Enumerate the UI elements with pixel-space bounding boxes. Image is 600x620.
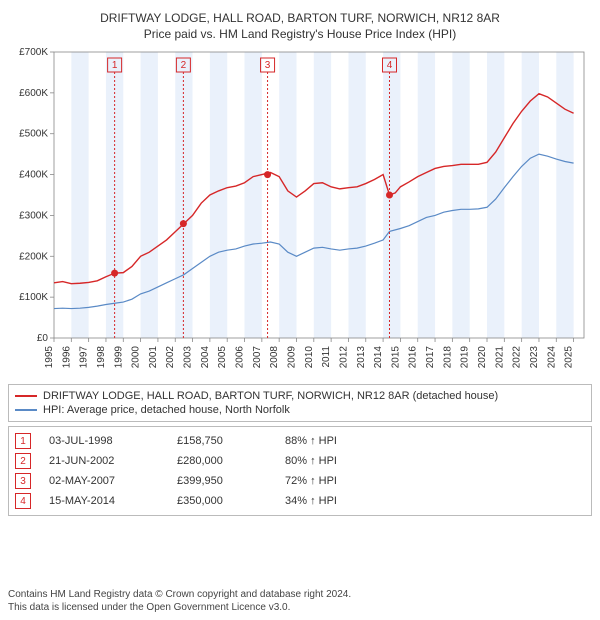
svg-text:1: 1 bbox=[112, 61, 118, 72]
svg-text:2010: 2010 bbox=[304, 346, 315, 369]
txn-price: £158,750 bbox=[177, 435, 267, 447]
svg-text:£400K: £400K bbox=[19, 170, 48, 181]
svg-text:1999: 1999 bbox=[113, 346, 124, 369]
svg-text:£700K: £700K bbox=[19, 48, 48, 58]
transactions-table: 1 03-JUL-1998 £158,750 88% ↑ HPI 2 21-JUN-200… bbox=[8, 426, 592, 516]
svg-text:2002: 2002 bbox=[165, 346, 176, 369]
legend-label-property: DRIFTWAY LODGE, HALL ROAD, BARTON TURF, … bbox=[43, 390, 498, 402]
svg-text:£500K: £500K bbox=[19, 129, 48, 140]
svg-text:2017: 2017 bbox=[425, 346, 436, 369]
txn-pct: 34% ↑ HPI bbox=[285, 495, 375, 507]
svg-text:1995: 1995 bbox=[44, 346, 55, 369]
svg-text:£300K: £300K bbox=[19, 211, 48, 222]
table-row: 4 15-MAY-2014 £350,000 34% ↑ HPI bbox=[15, 491, 585, 511]
svg-text:1996: 1996 bbox=[61, 346, 72, 369]
txn-date: 02-MAY-2007 bbox=[49, 475, 159, 487]
txn-marker: 4 bbox=[15, 493, 31, 509]
txn-price: £399,950 bbox=[177, 475, 267, 487]
chart-title: DRIFTWAY LODGE, HALL ROAD, BARTON TURF, … bbox=[8, 10, 592, 42]
svg-text:2: 2 bbox=[181, 61, 187, 72]
title-line2: Price paid vs. HM Land Registry's House … bbox=[8, 26, 592, 42]
legend-label-hpi: HPI: Average price, detached house, Nort… bbox=[43, 404, 290, 416]
svg-text:2022: 2022 bbox=[512, 346, 523, 369]
legend-box: DRIFTWAY LODGE, HALL ROAD, BARTON TURF, … bbox=[8, 384, 592, 422]
svg-text:2005: 2005 bbox=[217, 346, 228, 369]
svg-text:4: 4 bbox=[387, 61, 393, 72]
svg-text:2020: 2020 bbox=[477, 346, 488, 369]
svg-text:2004: 2004 bbox=[200, 346, 211, 369]
legend-row-property: DRIFTWAY LODGE, HALL ROAD, BARTON TURF, … bbox=[15, 389, 585, 403]
txn-pct: 72% ↑ HPI bbox=[285, 475, 375, 487]
svg-text:£0: £0 bbox=[37, 333, 49, 344]
txn-marker: 3 bbox=[15, 473, 31, 489]
table-row: 3 02-MAY-2007 £399,950 72% ↑ HPI bbox=[15, 471, 585, 491]
table-row: 2 21-JUN-2002 £280,000 80% ↑ HPI bbox=[15, 451, 585, 471]
table-row: 1 03-JUL-1998 £158,750 88% ↑ HPI bbox=[15, 431, 585, 451]
svg-text:2012: 2012 bbox=[338, 346, 349, 369]
svg-text:£200K: £200K bbox=[19, 252, 48, 263]
svg-text:2008: 2008 bbox=[269, 346, 280, 369]
txn-date: 15-MAY-2014 bbox=[49, 495, 159, 507]
svg-text:2003: 2003 bbox=[183, 346, 194, 369]
svg-text:2009: 2009 bbox=[286, 346, 297, 369]
txn-pct: 88% ↑ HPI bbox=[285, 435, 375, 447]
footer-line2: This data is licensed under the Open Gov… bbox=[8, 602, 351, 615]
svg-text:2013: 2013 bbox=[356, 346, 367, 369]
svg-text:2019: 2019 bbox=[460, 346, 471, 369]
svg-text:2007: 2007 bbox=[252, 346, 263, 369]
txn-pct: 80% ↑ HPI bbox=[285, 455, 375, 467]
svg-text:2014: 2014 bbox=[373, 346, 384, 369]
txn-marker: 2 bbox=[15, 453, 31, 469]
svg-text:2016: 2016 bbox=[408, 346, 419, 369]
svg-text:2021: 2021 bbox=[494, 346, 505, 369]
svg-text:1997: 1997 bbox=[79, 346, 90, 369]
footer-attribution: Contains HM Land Registry data © Crown c… bbox=[8, 589, 351, 614]
svg-text:£100K: £100K bbox=[19, 293, 48, 304]
txn-price: £280,000 bbox=[177, 455, 267, 467]
svg-text:2015: 2015 bbox=[390, 346, 401, 369]
txn-price: £350,000 bbox=[177, 495, 267, 507]
svg-text:2024: 2024 bbox=[546, 346, 557, 369]
svg-text:2018: 2018 bbox=[442, 346, 453, 369]
footer-line1: Contains HM Land Registry data © Crown c… bbox=[8, 589, 351, 602]
svg-text:£600K: £600K bbox=[19, 88, 48, 99]
svg-text:2000: 2000 bbox=[131, 346, 142, 369]
legend-swatch-property bbox=[15, 395, 37, 397]
svg-text:2023: 2023 bbox=[529, 346, 540, 369]
svg-text:1998: 1998 bbox=[96, 346, 107, 369]
legend-row-hpi: HPI: Average price, detached house, Nort… bbox=[15, 403, 585, 417]
svg-text:2001: 2001 bbox=[148, 346, 159, 369]
txn-marker: 1 bbox=[15, 433, 31, 449]
txn-date: 21-JUN-2002 bbox=[49, 455, 159, 467]
chart-plot: £0 £100K £200K £300K £400K £500K £600K £700K 199… bbox=[8, 48, 592, 378]
title-line1: DRIFTWAY LODGE, HALL ROAD, BARTON TURF, … bbox=[8, 10, 592, 26]
legend-swatch-hpi bbox=[15, 409, 37, 411]
svg-text:3: 3 bbox=[265, 61, 271, 72]
chart-svg: £0 £100K £200K £300K £400K £500K £600K £700K 199… bbox=[8, 48, 592, 378]
svg-text:2006: 2006 bbox=[235, 346, 246, 369]
svg-text:2025: 2025 bbox=[564, 346, 575, 369]
txn-date: 03-JUL-1998 bbox=[49, 435, 159, 447]
svg-text:2011: 2011 bbox=[321, 346, 332, 368]
